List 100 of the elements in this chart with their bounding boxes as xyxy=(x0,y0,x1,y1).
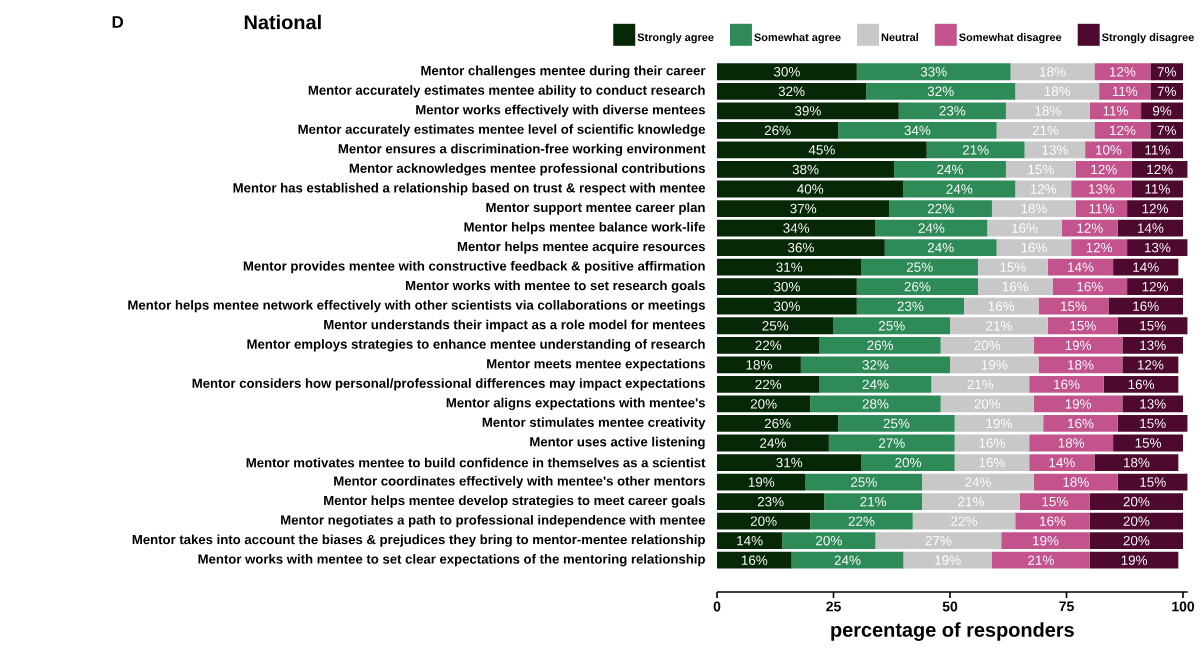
y-tick-label: Mentor negotiates a path to professional independence with mentee xyxy=(281,514,706,528)
bar xyxy=(977,258,1048,276)
data-label: 23% xyxy=(897,301,924,311)
bar xyxy=(875,219,988,237)
data-label: 20% xyxy=(1123,496,1150,507)
bar xyxy=(819,336,941,354)
data-label: 20% xyxy=(750,399,777,409)
bar xyxy=(717,200,890,217)
data-label: 20% xyxy=(1123,535,1150,546)
data-label: 7% xyxy=(1157,67,1176,77)
bar xyxy=(1089,551,1179,569)
bar xyxy=(884,239,997,257)
bar xyxy=(717,63,857,81)
bar xyxy=(838,121,997,139)
data-label: 15% xyxy=(1135,438,1162,448)
bar xyxy=(926,141,1025,159)
y-tick-label: Mentor helps mentee network effectively with other scientists via collaborations or meetings xyxy=(128,300,705,313)
legend-label: Strongly agree xyxy=(637,33,714,44)
data-label: 19% xyxy=(748,477,775,487)
bar xyxy=(1113,258,1179,276)
y-tick-label: Mentor works effectively with diverse mentees xyxy=(416,104,705,117)
bar xyxy=(1150,121,1184,139)
data-label: 14% xyxy=(1068,262,1094,272)
bar xyxy=(1122,356,1179,374)
bar xyxy=(717,375,820,393)
bar xyxy=(889,200,992,217)
data-label: 25% xyxy=(878,320,905,331)
data-label: 25% xyxy=(762,320,789,331)
bar xyxy=(717,532,783,550)
data-label: 7% xyxy=(1157,125,1176,136)
bar xyxy=(977,278,1053,296)
bar xyxy=(1094,454,1179,471)
y-tick-label: Mentor employs strategies to enhance mentee understanding of research xyxy=(247,339,705,352)
data-label: 34% xyxy=(783,223,810,233)
data-label: 16% xyxy=(1068,418,1094,429)
bar xyxy=(717,180,904,198)
data-label: 24% xyxy=(834,555,861,565)
data-label: 11% xyxy=(1145,145,1170,155)
bar xyxy=(717,141,927,159)
data-label: 15% xyxy=(1140,477,1166,487)
y-tick-label: Mentor accurately estimates mentee level of scientific knowledge xyxy=(298,124,706,137)
bar xyxy=(717,395,811,413)
text: D xyxy=(112,16,124,28)
y-tick-label: Mentor coordinates effectively with mentee's other mentors xyxy=(334,475,705,489)
data-label: 32% xyxy=(862,360,889,370)
data-label: 15% xyxy=(1061,301,1087,311)
data-label: 24% xyxy=(937,164,963,175)
data-label: 16% xyxy=(1040,516,1066,526)
bar xyxy=(717,239,885,257)
bar xyxy=(833,317,951,335)
data-label: 12% xyxy=(1147,164,1173,175)
y-tick-label: Mentor helps mentee balance work-life xyxy=(464,221,706,235)
bar xyxy=(1005,102,1090,120)
bar xyxy=(950,317,1048,335)
data-label: 40% xyxy=(797,184,824,194)
data-label: 12% xyxy=(1086,242,1113,253)
data-label: 33% xyxy=(920,66,947,77)
data-label: 16% xyxy=(741,555,768,565)
bar xyxy=(954,454,1030,471)
data-label: 31% xyxy=(776,457,803,468)
data-label: 18% xyxy=(1063,477,1089,487)
data-label: 18% xyxy=(1058,438,1085,448)
data-label: 30% xyxy=(773,66,800,77)
bar xyxy=(1010,63,1095,81)
y-tick-label: Mentor acknowledges mentee professional contributions xyxy=(349,163,705,176)
bar xyxy=(717,297,857,315)
bar xyxy=(1038,297,1109,315)
bar xyxy=(1108,297,1184,315)
data-label: 32% xyxy=(778,86,805,97)
data-label: 37% xyxy=(790,203,817,214)
y-tick-label: Mentor helps mentee develop strategies to meet career goals xyxy=(324,495,705,508)
bar xyxy=(991,551,1090,569)
bar xyxy=(996,239,1072,257)
data-label: 32% xyxy=(927,86,954,97)
bar xyxy=(1001,532,1090,550)
bar xyxy=(1094,121,1151,139)
data-label: 23% xyxy=(757,496,784,507)
data-label: 26% xyxy=(867,340,894,351)
data-label: 12% xyxy=(1110,67,1136,77)
bar xyxy=(1005,161,1076,178)
bar xyxy=(1150,82,1184,100)
data-label: 26% xyxy=(764,418,791,429)
y-tick-label: Mentor stimulates mentee creativity xyxy=(482,417,706,430)
bar xyxy=(1075,200,1128,217)
data-label: 14% xyxy=(1137,223,1164,233)
bar xyxy=(1015,82,1100,100)
bar xyxy=(1141,102,1184,120)
x-tick-label: 50 xyxy=(942,601,958,612)
y-tick-label: Mentor takes into account the biases & prejudices they bring to mentor-mentee relationship xyxy=(132,534,705,547)
data-label: 24% xyxy=(760,438,786,448)
bar xyxy=(1089,532,1184,550)
data-label: 22% xyxy=(755,379,782,390)
data-label: 23% xyxy=(939,106,966,116)
data-label: 13% xyxy=(1089,184,1115,194)
bar xyxy=(1043,415,1118,432)
bar xyxy=(861,454,955,471)
bar xyxy=(717,415,839,432)
x-tick-label: 0 xyxy=(713,601,721,612)
y-tick-label: Mentor motivates mentee to build confidence in themselves as a scientist xyxy=(246,457,706,468)
bar xyxy=(838,415,955,432)
